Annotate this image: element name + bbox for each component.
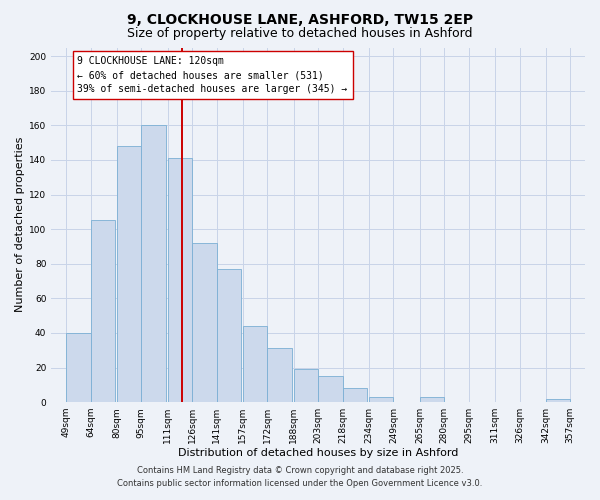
Text: 9 CLOCKHOUSE LANE: 120sqm
← 60% of detached houses are smaller (531)
39% of semi: 9 CLOCKHOUSE LANE: 120sqm ← 60% of detac…	[77, 56, 348, 94]
Bar	[217, 269, 241, 402]
Bar	[91, 220, 115, 402]
Bar	[268, 348, 292, 402]
Bar	[369, 397, 394, 402]
Bar	[142, 126, 166, 402]
Bar	[117, 146, 142, 402]
Text: Size of property relative to detached houses in Ashford: Size of property relative to detached ho…	[127, 28, 473, 40]
Y-axis label: Number of detached properties: Number of detached properties	[15, 137, 25, 312]
Bar	[419, 397, 444, 402]
Bar	[546, 398, 570, 402]
Text: 9, CLOCKHOUSE LANE, ASHFORD, TW15 2EP: 9, CLOCKHOUSE LANE, ASHFORD, TW15 2EP	[127, 12, 473, 26]
Bar	[66, 333, 91, 402]
Bar	[243, 326, 268, 402]
Text: Contains HM Land Registry data © Crown copyright and database right 2025.
Contai: Contains HM Land Registry data © Crown c…	[118, 466, 482, 487]
Bar	[192, 243, 217, 402]
X-axis label: Distribution of detached houses by size in Ashford: Distribution of detached houses by size …	[178, 448, 458, 458]
Bar	[293, 369, 318, 402]
Bar	[318, 376, 343, 402]
Bar	[343, 388, 367, 402]
Bar	[167, 158, 192, 402]
